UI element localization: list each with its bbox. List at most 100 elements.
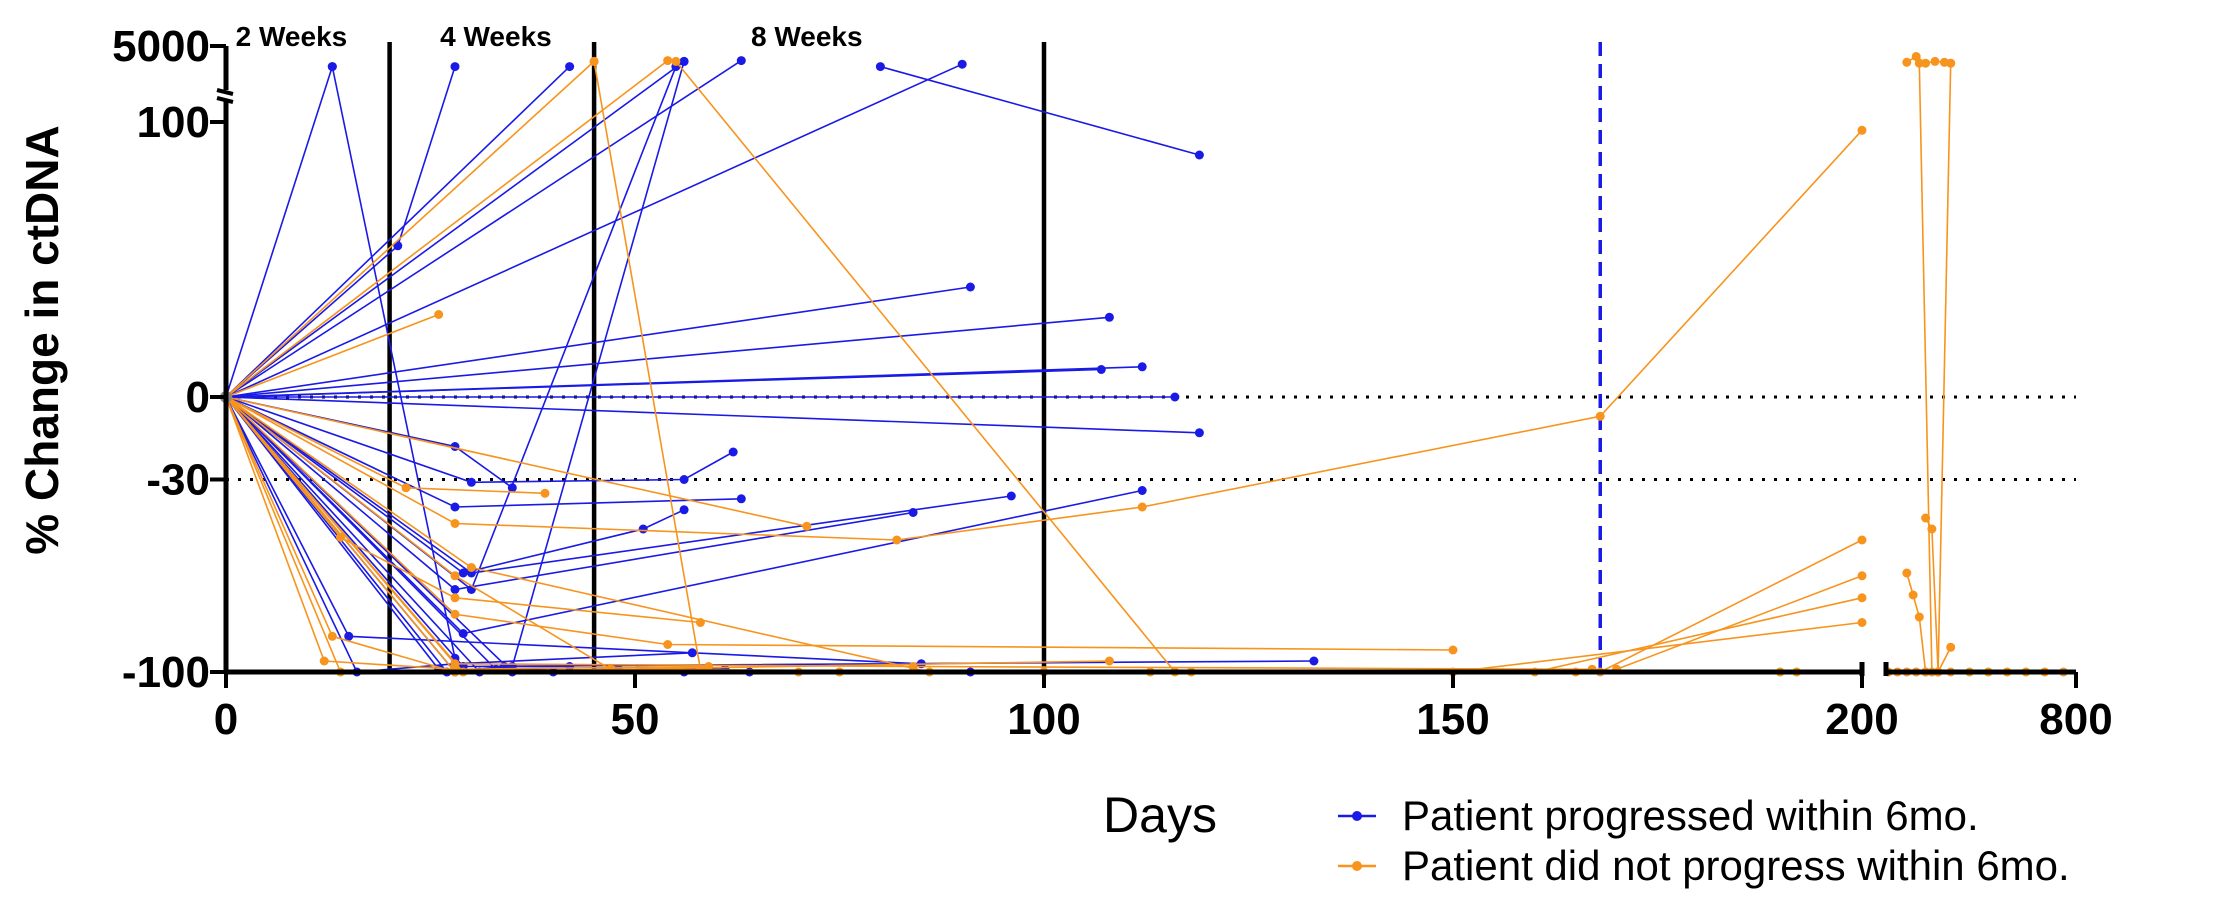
series-line-13 — [225, 396, 734, 484]
series-line-52 — [1534, 597, 1863, 673]
series-line-18 — [225, 396, 1143, 635]
legend-marker-1 — [1352, 861, 1362, 871]
series-line-56 — [1918, 63, 1933, 673]
data-point-18-2 — [1137, 486, 1147, 495]
data-point-57-0 — [1946, 58, 1956, 68]
data-point-51-1 — [1857, 571, 1867, 581]
series-line-34 — [225, 313, 439, 398]
series-line-38 — [225, 396, 701, 624]
data-point-47-0 — [589, 56, 599, 66]
series-line-42 — [225, 396, 1593, 671]
x-tick-label-4: 200 — [1825, 695, 1898, 744]
series-line-33 — [225, 59, 669, 398]
data-point-31-0 — [875, 62, 885, 72]
data-point-55-0 — [1902, 57, 1912, 67]
series-line-24 — [225, 396, 685, 673]
data-point-37-4 — [1595, 411, 1605, 421]
data-point-31-1 — [1194, 150, 1204, 160]
series-line-48 — [675, 60, 1176, 673]
legend-marker-0 — [1352, 811, 1362, 821]
series-line-6 — [225, 286, 971, 398]
series-line-9 — [225, 366, 1143, 398]
series-line-15 — [225, 396, 685, 574]
data-point-55-2 — [1921, 58, 1931, 68]
series-line-20 — [225, 396, 693, 673]
x-tick-label-5: 800 — [2039, 695, 2112, 744]
series-line-59 — [1906, 572, 1927, 673]
data-point-59-0 — [1902, 568, 1912, 578]
series-line-40 — [225, 396, 1110, 673]
data-point-13-3 — [728, 447, 738, 457]
data-point-5-1 — [957, 59, 967, 69]
data-point-40-3 — [1104, 656, 1114, 666]
series-line-11 — [225, 396, 1200, 434]
y-tick-label-2: 0 — [186, 373, 210, 422]
series-line-50 — [1599, 539, 1863, 673]
y-break-mark-top — [216, 88, 234, 96]
series-line-45 — [225, 396, 1781, 673]
data-point-34-1 — [434, 310, 444, 319]
data-point-39-2 — [663, 640, 673, 649]
data-point-58-1 — [1927, 524, 1937, 534]
series-line-57 — [1937, 63, 1952, 673]
legend-label-0: Patient progressed within 6mo. — [1402, 792, 1979, 839]
y-tick-label-0: -100 — [122, 648, 210, 697]
data-point-29-0 — [679, 56, 689, 66]
data-point-58-0 — [1921, 513, 1931, 523]
data-point-33-1 — [663, 56, 673, 66]
x-tick-label-0: 0 — [214, 695, 238, 744]
data-point-48-0 — [671, 56, 681, 66]
data-point-41-1 — [319, 656, 329, 666]
y-tick-label-4: 5000 — [112, 22, 210, 71]
plot-area: 2 Weeks 4 Weeks 8 Weeks -100 -30 0 100 5000 0 50 1… — [112, 21, 2113, 744]
data-point-15-3 — [679, 505, 689, 515]
series-line-47 — [593, 61, 702, 670]
y-tick-label-3: 100 — [137, 98, 210, 147]
data-point-9-1 — [1137, 362, 1147, 372]
data-point-37-3 — [1137, 502, 1147, 512]
series-line-41 — [225, 396, 709, 671]
legend-label-1: Patient did not progress within 6mo. — [1402, 842, 2070, 889]
series-line-25 — [225, 396, 750, 673]
x-tick-label-2: 100 — [1007, 695, 1080, 744]
data-point-56-0 — [1914, 58, 1924, 68]
data-point-39-3 — [1448, 645, 1458, 655]
data-point-14-1 — [450, 502, 460, 512]
series-line-1 — [225, 66, 456, 398]
data-point-18-1 — [458, 629, 468, 638]
series-line-3 — [225, 60, 685, 398]
data-point-37-5 — [1857, 125, 1867, 135]
data-point-37-2 — [892, 535, 902, 545]
data-point-53-1 — [1857, 618, 1867, 627]
data-point-19-1 — [344, 631, 354, 641]
data-point-37-1 — [450, 519, 460, 528]
y-axis-title: % Change in ctDNA — [16, 125, 68, 554]
data-point-4-1 — [736, 56, 746, 66]
week-label-0: 2 Weeks — [236, 21, 348, 52]
series-line-35 — [225, 396, 807, 528]
legend: Patient progressed within 6mo.Patient di… — [1338, 792, 2070, 889]
data-point-1-1 — [393, 241, 403, 251]
data-point-38-2 — [450, 593, 460, 603]
series-line-4 — [225, 59, 742, 398]
data-point-2-1 — [565, 62, 575, 72]
y-tick-label-1: -30 — [146, 456, 210, 505]
series-line-2 — [225, 66, 571, 398]
x-tick-label-3: 150 — [1416, 695, 1489, 744]
data-point-28-0 — [327, 62, 337, 72]
series-line-53 — [1452, 621, 1863, 673]
series-line-39 — [225, 396, 1454, 651]
series-line-5 — [225, 63, 963, 398]
data-point-6-1 — [965, 282, 975, 292]
data-point-59-1 — [1908, 590, 1918, 600]
week-label-1: 4 Weeks — [440, 21, 552, 52]
series-line-32 — [225, 60, 595, 398]
data-point-55-1 — [1911, 52, 1921, 61]
series-line-8 — [225, 316, 1110, 398]
data-point-55-3 — [1930, 56, 1940, 66]
x-tick-label-1: 50 — [611, 695, 660, 744]
data-point-1-2 — [450, 62, 460, 72]
data-point-41-3 — [704, 662, 714, 671]
series-line-51 — [1616, 575, 1863, 671]
